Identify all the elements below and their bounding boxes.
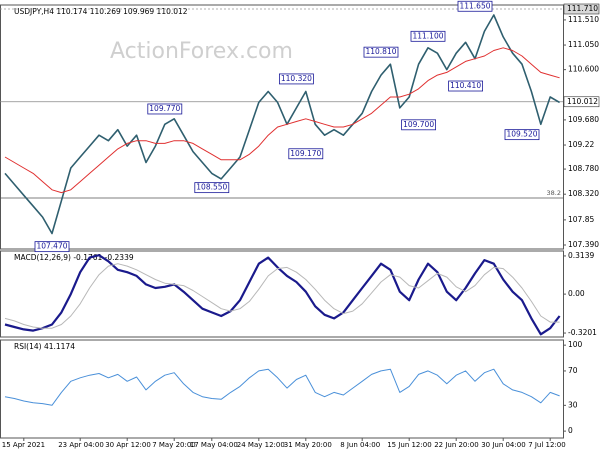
panel-title: MACD(12,26,9) -0.1761 -0.2339 [14,253,134,262]
annotation-box [194,182,230,194]
series-line [4,47,560,194]
y-tick-label: 108.780 [568,164,599,173]
annotation-label: 111.100 [412,31,443,40]
price-annotation: 109.520 [504,129,540,141]
y-tick-label: 109.22 [568,140,594,149]
marker-label: 111.710 [567,4,598,13]
annotation-box [288,148,324,160]
annotation-label: 110.320 [281,74,312,83]
x-tick-label: 15 Jun 12:00 [387,441,431,449]
annotation-label: 108.550 [196,183,227,192]
x-tick-label: 23 Apr 04:00 [58,441,104,449]
marker-box [563,3,600,15]
annotation-box [410,30,446,42]
x-tick-label: 31 May 20:00 [284,441,332,449]
y-tick-label: 107.85 [568,215,594,224]
y-tick-label: 0 [568,426,573,435]
annotation-box [147,103,183,115]
x-tick-label: 17 May 04:00 [190,441,238,449]
price-annotation: 107.470 [34,241,70,253]
annotation-box [363,46,399,58]
annotation-box [401,119,437,131]
y-tick-label: 70 [568,366,578,375]
y-tick-label: 0.3139 [568,251,594,260]
series-line [4,254,561,336]
annotation-label: 110.410 [450,81,481,90]
annotation-label: 107.470 [36,242,67,251]
price-annotation: 109.700 [401,119,437,131]
price-annotation: 110.410 [448,80,484,92]
series-line [4,14,560,235]
y-tick-label: 110.600 [568,65,599,74]
overlay: 111.710 110.012 107.470 108.550 109.770 110.3… [34,0,600,253]
price-annotation: 108.550 [194,182,230,194]
y-tick-label: 30 [568,400,578,409]
x-tick-label: 8 Jun 04:00 [340,441,380,449]
panel-title: RSI(14) 41.1174 [14,342,75,351]
annotation-box [34,241,70,253]
x-tick-label: 24 May 12:00 [237,441,285,449]
annotation-box [504,129,540,141]
x-tick-label: 7 Jul 12:00 [528,441,566,449]
panel-title: USDJPY,H4 110.174 110.269 109.969 110.01… [14,7,188,16]
price-annotation: 111.650 [457,0,493,12]
price-annotation: 110.320 [278,73,314,85]
watermark: ActionForex.com [110,39,293,64]
annotation-label: 109.170 [290,149,321,158]
x-tick-label: 7 May 20:00 [152,441,196,449]
y-tick-label: 109.680 [568,115,599,124]
y-tick-label: 107.390 [568,240,599,249]
annotation-label: 110.810 [365,47,396,56]
y-tick-label: 0.00 [568,289,585,298]
y-tick-label: -0.3201 [568,328,597,337]
annotation-label: 109.700 [403,120,434,129]
y-tick-label: 108.320 [568,189,599,198]
panel [0,339,564,439]
annotation-label: 109.520 [506,130,537,139]
marker-box [563,96,600,108]
x-tick-label: 30 Apr 12:00 [105,441,151,449]
level-label: 38.2 [547,189,561,197]
panel [0,4,564,250]
price-annotation: 109.170 [288,148,324,160]
annotation-box [448,80,484,92]
y-tick-label: 111.050 [568,40,599,49]
x-tick-label: 30 Jun 04:00 [481,441,525,449]
panel [0,250,564,338]
annotation-label: 111.650 [459,1,490,10]
annotation-box [457,0,493,12]
annotation-label: 109.770 [149,104,180,113]
y-tick-label: 100 [568,340,583,349]
series-line [4,263,560,329]
price-annotation: 111.100 [410,30,446,42]
x-tick-label: 22 Jun 20:00 [434,441,478,449]
price-annotation: 109.770 [147,103,183,115]
marker-label: 110.012 [567,97,598,106]
y-tick-label: 111.510 [568,15,599,24]
series-line [4,368,560,406]
price-annotation: 110.810 [363,46,399,58]
annotation-box [278,73,314,85]
x-tick-label: 15 Apr 2021 [2,441,45,449]
